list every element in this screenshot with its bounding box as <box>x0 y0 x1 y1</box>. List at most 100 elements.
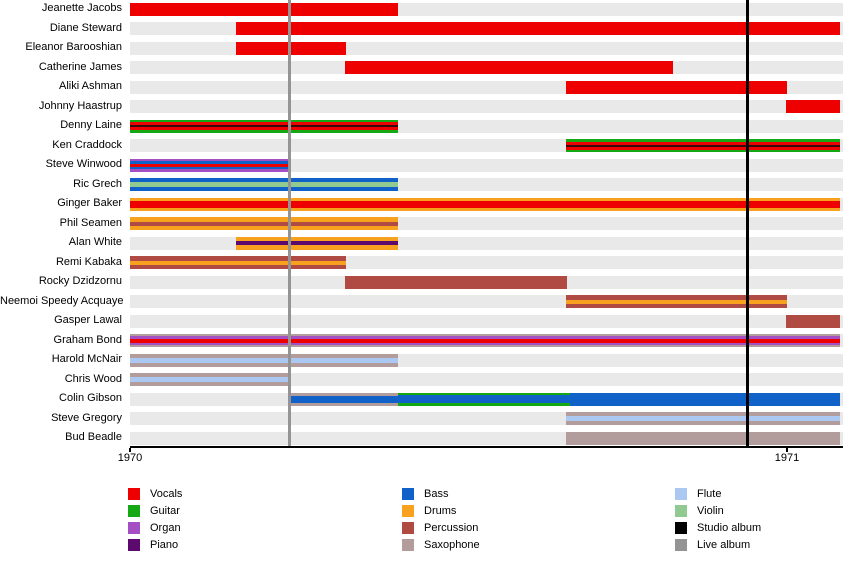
member-bar <box>130 373 291 386</box>
bar-stripe-violin <box>130 182 398 187</box>
member-label: Jeanette Jacobs <box>41 2 122 15</box>
member-label: Neemoi Speedy Acquaye <box>0 294 124 307</box>
legend-swatch-vocals <box>128 487 140 500</box>
member-bar <box>130 353 398 367</box>
bar-stripe-percussion <box>130 256 346 261</box>
legend-swatch-studio_album <box>675 521 687 534</box>
legend-label: Vocals <box>150 487 183 500</box>
member-bar <box>786 100 840 113</box>
bar-stripe-drums <box>130 207 840 211</box>
member-bar <box>566 139 840 152</box>
row-stripe <box>130 373 843 386</box>
legend-item: Vocals <box>128 485 182 502</box>
legend-item: Guitar <box>128 502 182 519</box>
bar-stripe-saxophone <box>130 353 398 358</box>
x-tick-label: 1970 <box>117 452 143 464</box>
bar-stripe-bass <box>398 395 570 403</box>
member-bar <box>130 178 398 191</box>
bar-stripe-drums <box>130 260 346 265</box>
bar-stripe-vocals <box>786 100 840 113</box>
legend-label: Live album <box>697 538 751 551</box>
member-label: Johnny Haastrup <box>38 99 122 112</box>
member-bar <box>566 431 840 445</box>
bar-stripe-percussion <box>345 275 567 289</box>
bar-stripe-drums <box>130 225 398 230</box>
bar-stripe-drums <box>236 245 398 250</box>
x-tick-mark <box>786 448 788 452</box>
legend-item: Studio album <box>675 519 761 536</box>
bar-stripe-saxophone <box>130 373 291 377</box>
bar-stripe-organ <box>130 169 291 172</box>
member-bar <box>130 2 398 16</box>
bar-stripe-vocals <box>130 127 398 130</box>
y-axis-member-labels: Jeanette Jacobs Diane Steward Eleanor Baro… <box>0 0 126 446</box>
member-label: Colin Gibson <box>59 392 122 405</box>
legend-label: Flute <box>697 487 722 500</box>
member-label: Bud Beadle <box>65 431 122 444</box>
bar-stripe-bass <box>289 395 398 403</box>
member-label: Alan White <box>68 236 122 249</box>
member-label: Aliki Ashman <box>59 80 122 93</box>
legend-label: Guitar <box>150 504 180 517</box>
legend-label: Bass <box>424 487 449 500</box>
member-label: Chris Wood <box>64 372 122 385</box>
member-bar <box>345 275 567 289</box>
legend-label: Drums <box>424 504 457 517</box>
bar-stripe-vocals <box>566 146 840 150</box>
bar-stripe-saxophone <box>289 392 398 396</box>
member-label: Remi Kabaka <box>55 255 122 268</box>
legend-item: Saxophone <box>402 536 480 553</box>
legend-item: Flute <box>675 485 761 502</box>
member-bar <box>566 295 787 308</box>
bar-stripe-saxophone <box>566 431 840 445</box>
member-bar <box>345 61 673 74</box>
member-label: Steve Gregory <box>51 411 122 424</box>
row-stripe <box>130 314 843 328</box>
member-bar <box>130 256 346 269</box>
legend-item: Live album <box>675 536 761 553</box>
bar-stripe-bass <box>130 161 291 164</box>
live-album-line <box>288 0 291 446</box>
legend-item: Piano <box>128 536 182 553</box>
legend-swatch-saxophone <box>402 538 414 551</box>
bar-stripe-vocals <box>345 61 673 74</box>
bar-stripe-guitar <box>398 403 570 406</box>
bar-stripe-flute <box>566 416 840 421</box>
bar-stripe-vocals <box>566 141 840 145</box>
x-tick-label: 1971 <box>774 452 800 464</box>
bar-stripe-saxophone <box>130 382 291 386</box>
studio-album-line <box>746 0 749 446</box>
legend-swatch-violin <box>675 504 687 517</box>
legend-swatch-bass <box>402 487 414 500</box>
legend-swatch-guitar <box>128 504 140 517</box>
legend-label: Percussion <box>424 521 479 534</box>
member-label: Ginger Baker <box>57 197 122 210</box>
legend-column: Flute Violin Studio album Live album <box>675 485 761 553</box>
bar-stripe-drums <box>130 197 840 201</box>
member-label: Eleanor Barooshian <box>25 41 122 54</box>
bar-stripe-saxophone <box>130 362 398 367</box>
legend-item: Violin <box>675 502 761 519</box>
member-bar <box>130 217 398 230</box>
bar-stripe-guitar <box>566 149 840 152</box>
bar-stripe-saxophone <box>566 421 840 425</box>
x-tick-mark <box>129 448 131 452</box>
bar-stripe-guitar <box>130 119 398 122</box>
bar-stripe-dark <box>566 144 840 147</box>
bar-stripe-vocals <box>566 80 787 94</box>
bar-stripe-vocals <box>130 200 840 208</box>
member-label: Ken Craddock <box>52 138 122 151</box>
member-label: Diane Steward <box>49 21 122 34</box>
member-label: Catherine James <box>38 60 122 73</box>
bar-stripe-saxophone <box>130 345 840 347</box>
legend-item: Drums <box>402 502 480 519</box>
legend-swatch-percussion <box>402 521 414 534</box>
row-stripe <box>130 158 843 172</box>
bar-stripe-bass <box>130 187 398 191</box>
bar-stripe-percussion <box>566 295 787 300</box>
bar-stripe-percussion <box>130 221 398 226</box>
member-label: Denny Laine <box>60 119 122 132</box>
member-bar <box>289 392 398 406</box>
plot-area <box>130 0 843 446</box>
